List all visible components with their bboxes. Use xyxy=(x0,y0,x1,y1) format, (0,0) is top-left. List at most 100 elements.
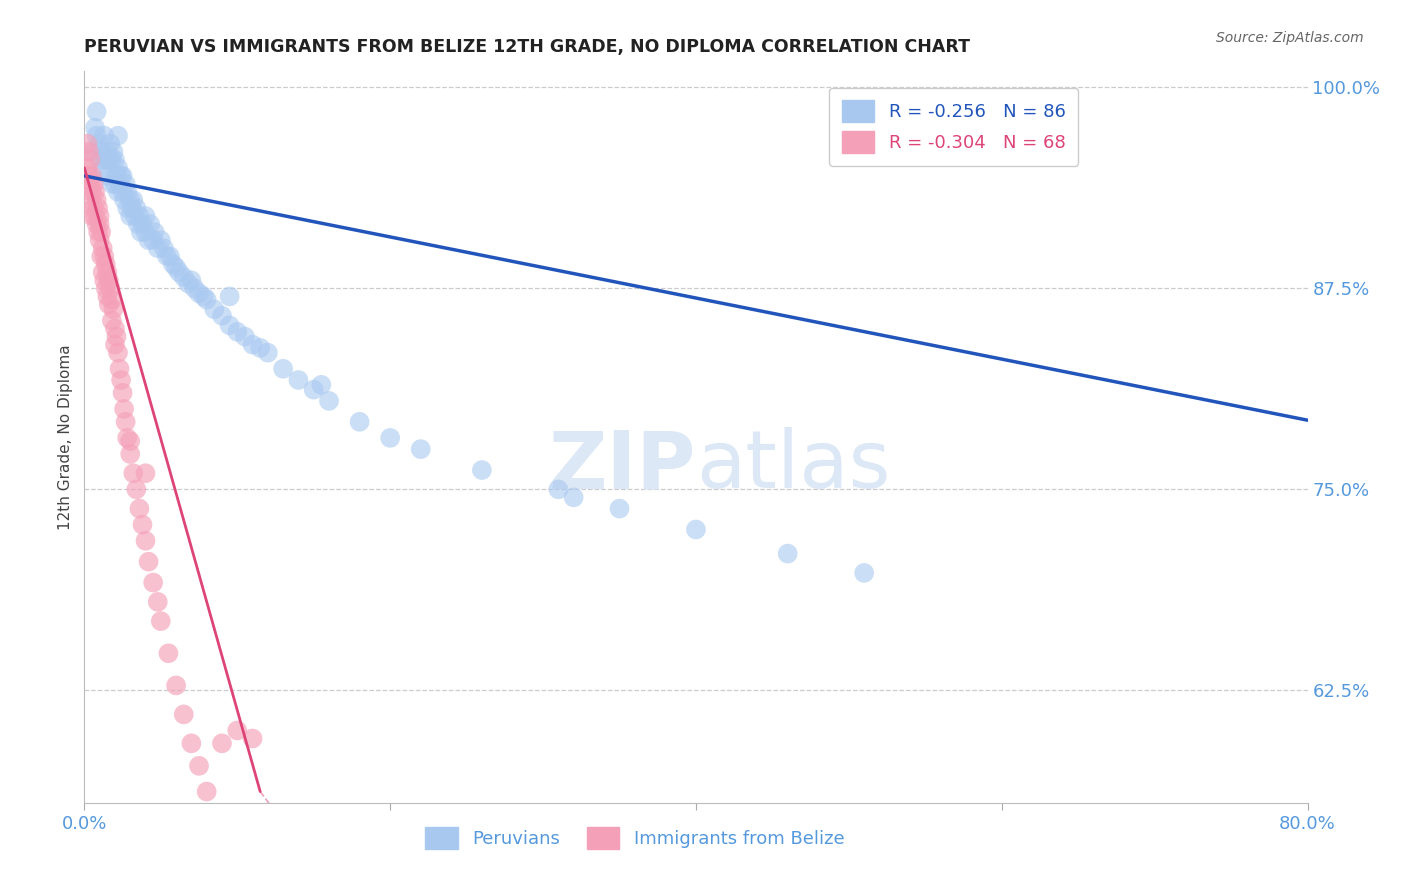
Point xyxy=(218,318,240,333)
Point xyxy=(131,217,153,231)
Point xyxy=(101,177,124,191)
Point xyxy=(112,401,135,416)
Point xyxy=(287,373,309,387)
Point xyxy=(76,136,98,151)
Point xyxy=(89,153,111,167)
Point xyxy=(409,442,432,457)
Point xyxy=(84,120,107,135)
Point xyxy=(211,309,233,323)
Point xyxy=(91,145,114,159)
Point xyxy=(90,225,112,239)
Point xyxy=(135,467,157,481)
Point xyxy=(84,209,107,223)
Point xyxy=(143,225,166,239)
Point xyxy=(89,209,111,223)
Point xyxy=(89,233,111,247)
Point xyxy=(87,201,110,215)
Point xyxy=(142,575,165,590)
Point xyxy=(94,153,117,167)
Point xyxy=(120,434,142,449)
Point xyxy=(149,614,172,628)
Point xyxy=(97,273,120,287)
Point xyxy=(562,491,585,505)
Point xyxy=(471,463,494,477)
Point xyxy=(128,209,150,223)
Point xyxy=(86,104,108,119)
Point xyxy=(146,241,169,255)
Legend: Peruvians, Immigrants from Belize: Peruvians, Immigrants from Belize xyxy=(418,820,852,856)
Point xyxy=(107,161,129,175)
Point xyxy=(249,341,271,355)
Point xyxy=(318,393,340,408)
Point xyxy=(302,383,325,397)
Text: Source: ZipAtlas.com: Source: ZipAtlas.com xyxy=(1216,31,1364,45)
Point xyxy=(105,329,128,343)
Point xyxy=(195,293,218,307)
Point xyxy=(188,759,211,773)
Point xyxy=(107,345,129,359)
Point xyxy=(183,281,205,295)
Point xyxy=(79,153,101,167)
Point xyxy=(80,145,103,159)
Point xyxy=(77,145,100,159)
Point xyxy=(135,209,157,223)
Point xyxy=(180,736,202,750)
Point xyxy=(83,201,105,215)
Point xyxy=(86,217,108,231)
Point xyxy=(111,385,134,400)
Point xyxy=(80,185,103,199)
Point xyxy=(135,533,157,548)
Point xyxy=(93,128,115,143)
Point xyxy=(157,646,180,660)
Point xyxy=(108,361,131,376)
Point xyxy=(104,321,127,335)
Point xyxy=(218,289,240,303)
Point xyxy=(193,289,215,303)
Y-axis label: 12th Grade, No Diploma: 12th Grade, No Diploma xyxy=(58,344,73,530)
Point xyxy=(86,193,108,207)
Point xyxy=(77,169,100,183)
Point xyxy=(79,193,101,207)
Point xyxy=(188,286,211,301)
Point xyxy=(127,217,149,231)
Point xyxy=(91,265,114,279)
Point xyxy=(195,784,218,798)
Point xyxy=(173,270,195,285)
Point xyxy=(114,415,136,429)
Point xyxy=(90,249,112,263)
Point xyxy=(110,169,132,183)
Point xyxy=(91,161,114,175)
Point xyxy=(226,325,249,339)
Point xyxy=(159,249,181,263)
Point xyxy=(98,281,121,295)
Point xyxy=(93,249,115,263)
Point xyxy=(96,289,118,303)
Text: ZIP: ZIP xyxy=(548,427,696,506)
Point xyxy=(86,128,108,143)
Point xyxy=(103,145,125,159)
Point xyxy=(233,329,256,343)
Point xyxy=(165,260,187,275)
Point xyxy=(96,145,118,159)
Point xyxy=(776,547,799,561)
Point xyxy=(94,257,117,271)
Point xyxy=(125,201,148,215)
Point xyxy=(110,373,132,387)
Text: atlas: atlas xyxy=(696,427,890,506)
Point xyxy=(89,217,111,231)
Point xyxy=(135,225,157,239)
Point xyxy=(131,517,153,532)
Point xyxy=(124,209,146,223)
Point xyxy=(80,209,103,223)
Point xyxy=(111,185,134,199)
Point xyxy=(94,281,117,295)
Point xyxy=(80,169,103,183)
Point xyxy=(93,273,115,287)
Point xyxy=(79,177,101,191)
Point xyxy=(91,241,114,255)
Point xyxy=(242,337,264,351)
Point xyxy=(142,233,165,247)
Point xyxy=(107,128,129,143)
Point xyxy=(107,185,129,199)
Point xyxy=(97,153,120,167)
